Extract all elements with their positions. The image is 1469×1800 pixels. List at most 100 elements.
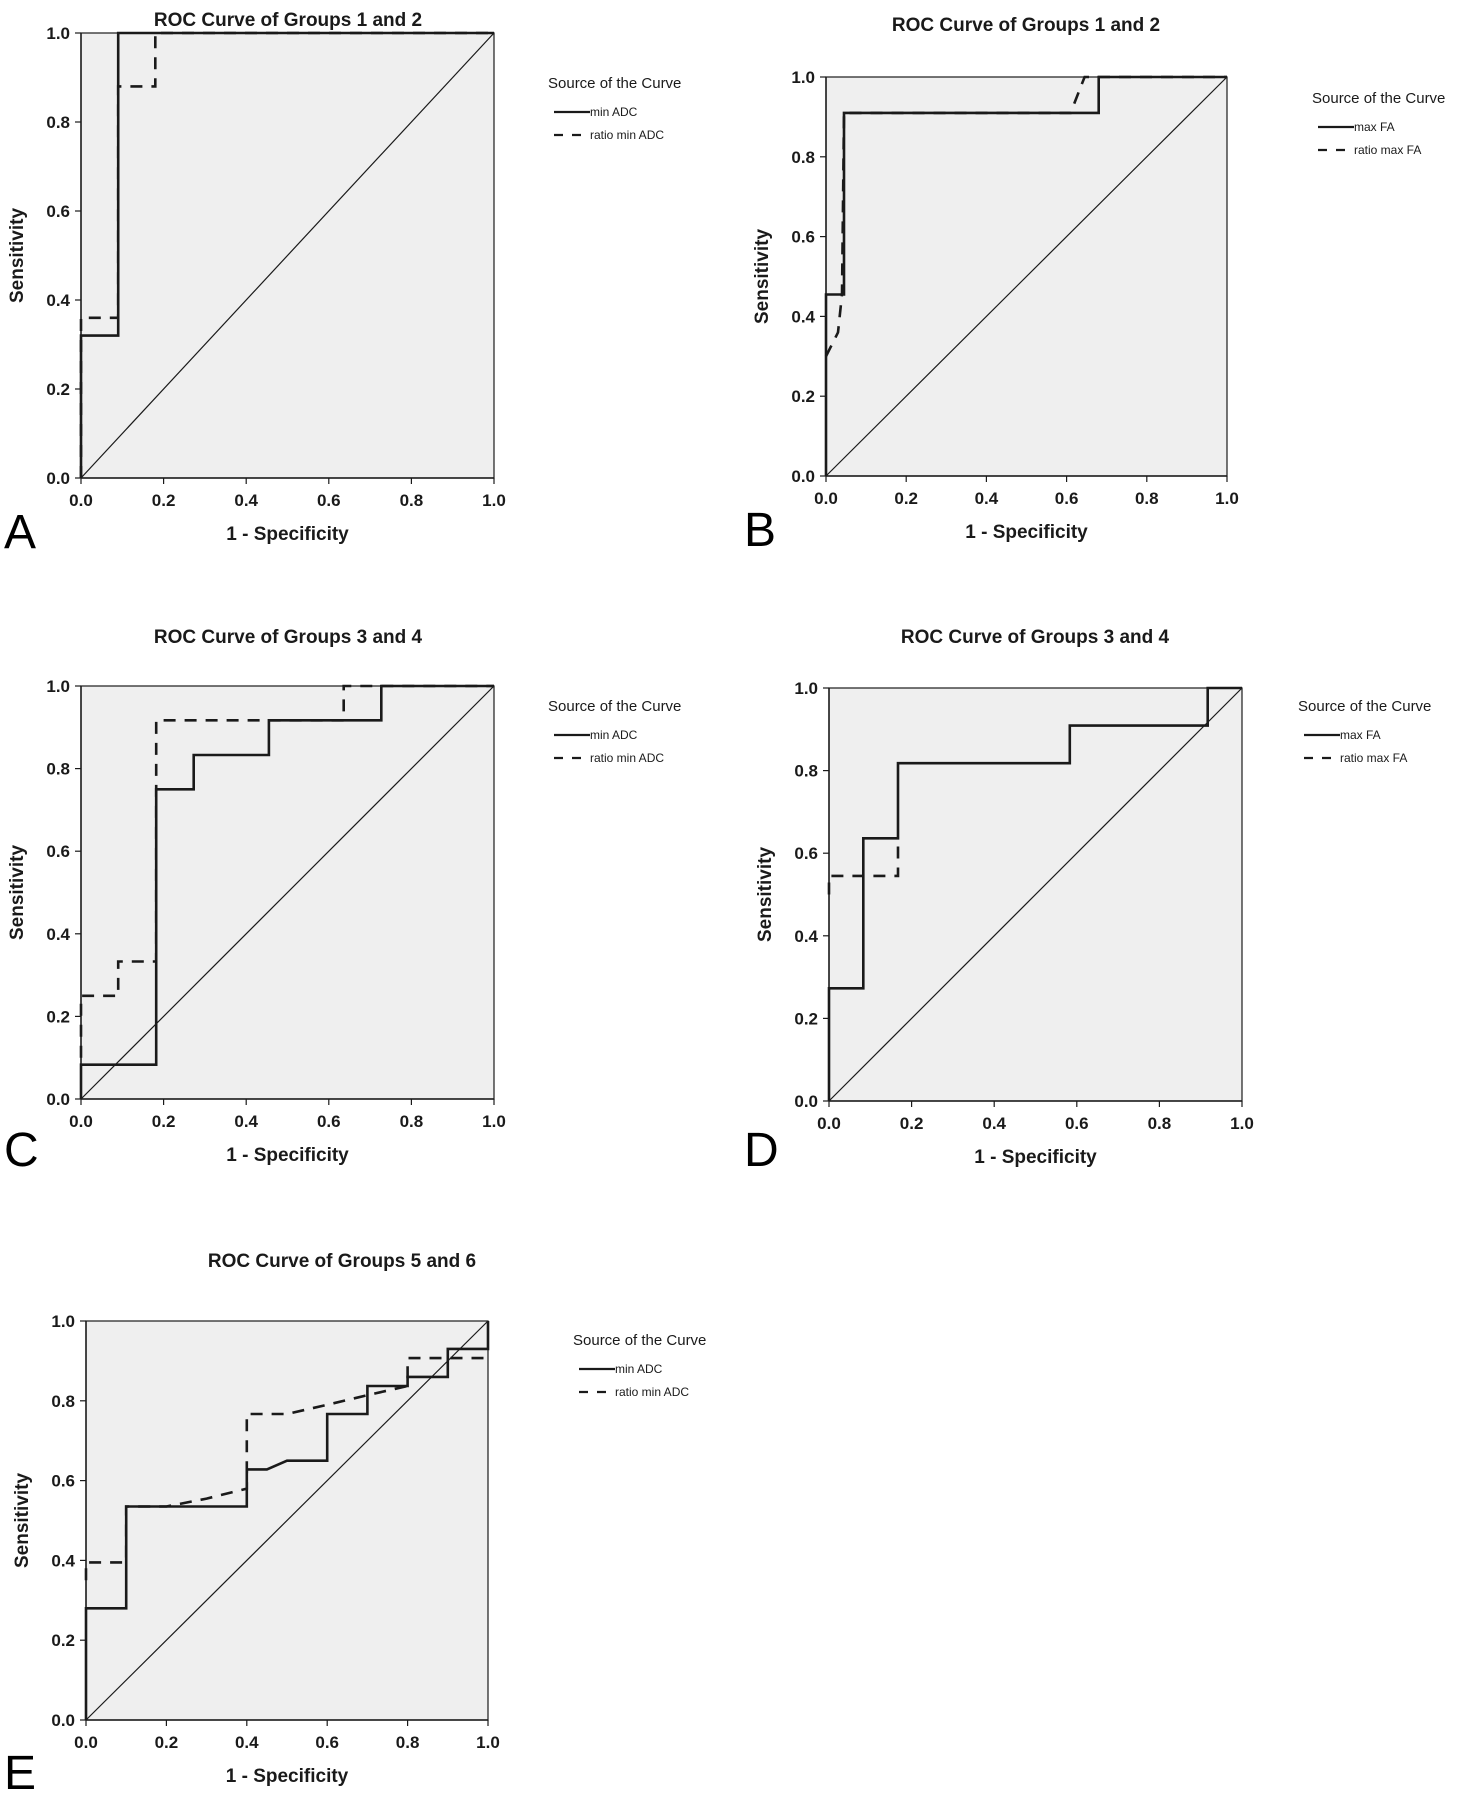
x-tick-label: 0.8: [400, 1112, 424, 1131]
legend: Source of the Curve max FA ratio max FA: [1312, 90, 1445, 157]
legend-label: max FA: [1340, 728, 1381, 742]
x-axis-label: 1 - Specificity: [226, 1145, 349, 1166]
y-tick-label: 0.2: [51, 1631, 75, 1650]
x-axis-label: 1 - Specificity: [974, 1147, 1097, 1168]
legend-label: max FA: [1354, 120, 1395, 134]
y-tick-label: 1.0: [46, 24, 70, 43]
y-tick-label: 1.0: [46, 677, 70, 696]
roc-line-min-adc: [84, 1321, 490, 1720]
x-tick-label: 1.0: [482, 491, 506, 510]
x-tick-label: 0.4: [982, 1114, 1006, 1133]
x-tick-label: 0.6: [1055, 489, 1079, 508]
y-tick-label: 0.4: [51, 1551, 75, 1570]
y-tick-label: 0.8: [791, 148, 815, 167]
y-tick-label: 1.0: [51, 1312, 75, 1331]
legend-label: ratio min ADC: [590, 751, 664, 765]
reference-diagonal: [80, 32, 495, 479]
x-tick-label: 0.6: [317, 491, 341, 510]
legend-title: Source of the Curve: [548, 75, 681, 92]
legend: Source of the Curve min ADC ratio min ADC: [548, 698, 681, 765]
y-tick-label: 0.2: [791, 387, 815, 406]
x-tick-label: 0.8: [1148, 1114, 1172, 1133]
y-tick-label: 0.4: [794, 927, 818, 946]
x-tick-label: 0.2: [152, 1112, 176, 1131]
legend-label: min ADC: [590, 105, 638, 119]
x-tick-label: 1.0: [476, 1733, 500, 1752]
y-tick-label: 0.6: [794, 844, 818, 863]
legend: Source of the Curve min ADC ratio min ADC: [573, 1332, 706, 1399]
chart-title: ROC Curve of Groups 1 and 2: [892, 15, 1160, 36]
x-tick-label: 0.4: [234, 1112, 258, 1131]
y-tick-label: 0.6: [46, 202, 70, 221]
y-tick-label: 0.6: [791, 228, 815, 247]
panel-letter: E: [4, 1747, 36, 1800]
x-tick-label: 1.0: [1215, 489, 1239, 508]
panel-letter: B: [744, 504, 776, 557]
y-axis-label: Sensitivity: [12, 1473, 33, 1568]
y-tick-label: 0.2: [794, 1009, 818, 1028]
x-axis-label: 1 - Specificity: [226, 1766, 349, 1787]
y-tick-label: 0.4: [46, 925, 70, 944]
x-tick-label: 0.0: [69, 1112, 93, 1131]
y-tick-label: 0.4: [46, 291, 70, 310]
x-tick-label: 1.0: [482, 1112, 506, 1131]
legend-label: min ADC: [615, 1362, 663, 1376]
y-axis-label: Sensitivity: [7, 208, 28, 303]
reference-diagonal: [828, 687, 1243, 1102]
legend-label: ratio max FA: [1354, 143, 1421, 157]
chart-title: ROC Curve of Groups 1 and 2: [154, 10, 422, 31]
panel-e: 0.0 0.2 0.4 0.6 0.8 1.0 0.0 0.2 0.4 0.6 0.8 1.0 1 - …: [4, 1251, 706, 1800]
y-tick-label: 0.0: [794, 1092, 818, 1111]
x-tick-label: 0.0: [74, 1733, 98, 1752]
roc-line-min-adc: [79, 684, 494, 1099]
y-tick-label: 0.8: [794, 762, 818, 781]
y-tick-label: 0.8: [51, 1392, 75, 1411]
y-tick-label: 1.0: [791, 68, 815, 87]
legend-label: ratio min ADC: [615, 1385, 689, 1399]
x-tick-label: 0.8: [396, 1733, 420, 1752]
y-tick-label: 0.8: [46, 113, 70, 132]
y-tick-label: 1.0: [794, 679, 818, 698]
x-tick-label: 0.4: [975, 489, 999, 508]
panel-a: 0.0 0.2 0.4 0.6 0.8 1.0 0.0 0.2 0.4 0.6 0.8 1.0 1 - …: [4, 10, 681, 559]
chart-title: ROC Curve of Groups 5 and 6: [208, 1251, 476, 1272]
x-tick-label: 0.2: [894, 489, 918, 508]
panel-d: 0.0 0.2 0.4 0.6 0.8 1.0 0.0 0.2 0.4 0.6 0.8 1.0 1 - …: [744, 627, 1431, 1177]
y-tick-label: 0.0: [46, 1090, 70, 1109]
reference-diagonal: [85, 1320, 489, 1721]
legend: Source of the Curve max FA ratio max FA: [1298, 698, 1431, 765]
roc-line-ratio-max-fa: [824, 75, 1227, 357]
x-axis-label: 1 - Specificity: [226, 524, 349, 545]
legend-label: ratio max FA: [1340, 751, 1407, 765]
y-tick-label: 0.0: [51, 1711, 75, 1730]
panel-letter: D: [744, 1124, 779, 1177]
x-axis-label: 1 - Specificity: [965, 522, 1088, 543]
x-tick-label: 0.0: [817, 1114, 841, 1133]
chart-title: ROC Curve of Groups 3 and 4: [154, 627, 423, 648]
roc-line-max-fa: [827, 686, 1242, 1101]
x-tick-label: 0.8: [1135, 489, 1159, 508]
y-tick-label: 0.4: [791, 307, 815, 326]
y-axis-label: Sensitivity: [752, 229, 773, 324]
x-tick-label: 0.4: [235, 1733, 259, 1752]
panel-b: 0.0 0.2 0.4 0.6 0.8 1.0 0.0 0.2 0.4 0.6 0.8 1.0 1 - …: [744, 15, 1445, 557]
legend-title: Source of the Curve: [1298, 698, 1431, 715]
legend-label: ratio min ADC: [590, 128, 664, 142]
x-tick-label: 0.6: [315, 1733, 339, 1752]
x-tick-label: 1.0: [1230, 1114, 1254, 1133]
legend: Source of the Curve min ADC ratio min ADC: [548, 75, 681, 142]
x-tick-label: 0.0: [69, 491, 93, 510]
panel-letter: C: [4, 1124, 39, 1177]
legend-title: Source of the Curve: [1312, 90, 1445, 107]
y-tick-label: 0.6: [51, 1472, 75, 1491]
x-tick-label: 0.8: [400, 491, 424, 510]
y-axis-label: Sensitivity: [755, 847, 776, 942]
legend-title: Source of the Curve: [573, 1332, 706, 1349]
y-axis-label: Sensitivity: [7, 845, 28, 940]
roc-line-ratio-min-adc: [79, 684, 494, 1058]
x-tick-label: 0.0: [814, 489, 838, 508]
y-tick-label: 0.6: [46, 842, 70, 861]
x-tick-label: 0.2: [152, 491, 176, 510]
y-tick-label: 0.2: [46, 380, 70, 399]
